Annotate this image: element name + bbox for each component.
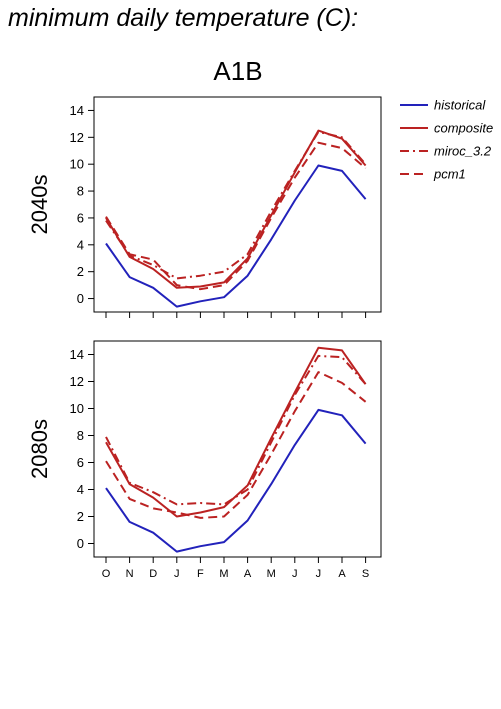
y-tick-label: 14	[70, 347, 84, 362]
plot-frame-2080s	[93, 340, 382, 558]
y-tick-label: 0	[77, 536, 84, 551]
legend-label-pcm1: pcm1	[433, 167, 466, 182]
month-label: M	[219, 568, 228, 580]
month-label: J	[316, 568, 322, 580]
y-tick-label: 12	[70, 130, 84, 145]
y-tick-label: 12	[70, 374, 84, 389]
legend-label-miroc_3.2: miroc_3.2	[434, 144, 492, 159]
series-line-historical-2040s	[105, 164, 367, 308]
y-tick-label: 8	[77, 184, 84, 199]
month-label: D	[149, 568, 157, 580]
panel-label-2040s: 2040s	[27, 175, 52, 235]
y-tick-label: 8	[77, 428, 84, 443]
y-tick-label: 6	[77, 210, 84, 225]
legend-label-historical: historical	[434, 98, 486, 113]
y-tick-label: 10	[70, 157, 84, 172]
month-label: O	[102, 568, 111, 580]
y-tick-label: 0	[77, 291, 84, 306]
month-label: J	[174, 568, 180, 580]
panel-label-2080s: 2080s	[27, 419, 52, 479]
legend-label-composite: composite	[434, 121, 493, 136]
month-label: N	[126, 568, 134, 580]
month-label: F	[197, 568, 204, 580]
series-line-composite-2080s	[105, 346, 367, 518]
y-tick-label: 2	[77, 509, 84, 524]
y-tick-label: 6	[77, 455, 84, 470]
month-label: M	[267, 568, 276, 580]
y-tick-label: 4	[77, 237, 84, 252]
series-line-composite-2040s	[105, 129, 367, 289]
series-line-historical-2080s	[105, 408, 367, 553]
y-tick-label: 10	[70, 401, 84, 416]
series-line-pcm1-2040s	[105, 141, 367, 291]
series-line-miroc_3.2-2040s	[105, 130, 367, 280]
month-label: A	[244, 568, 252, 580]
series-line-pcm1-2080s	[105, 371, 367, 519]
y-tick-label: 14	[70, 103, 84, 118]
month-label: J	[292, 568, 298, 580]
y-tick-label: 2	[77, 264, 84, 279]
month-label: A	[338, 568, 346, 580]
month-label: S	[362, 568, 369, 580]
series-line-miroc_3.2-2080s	[105, 354, 367, 506]
y-tick-label: 4	[77, 482, 84, 497]
page-title: minimum daily temperature (C):	[8, 4, 359, 32]
plot-frame-2040s	[93, 96, 382, 313]
scenario-label: A1B	[213, 56, 262, 86]
